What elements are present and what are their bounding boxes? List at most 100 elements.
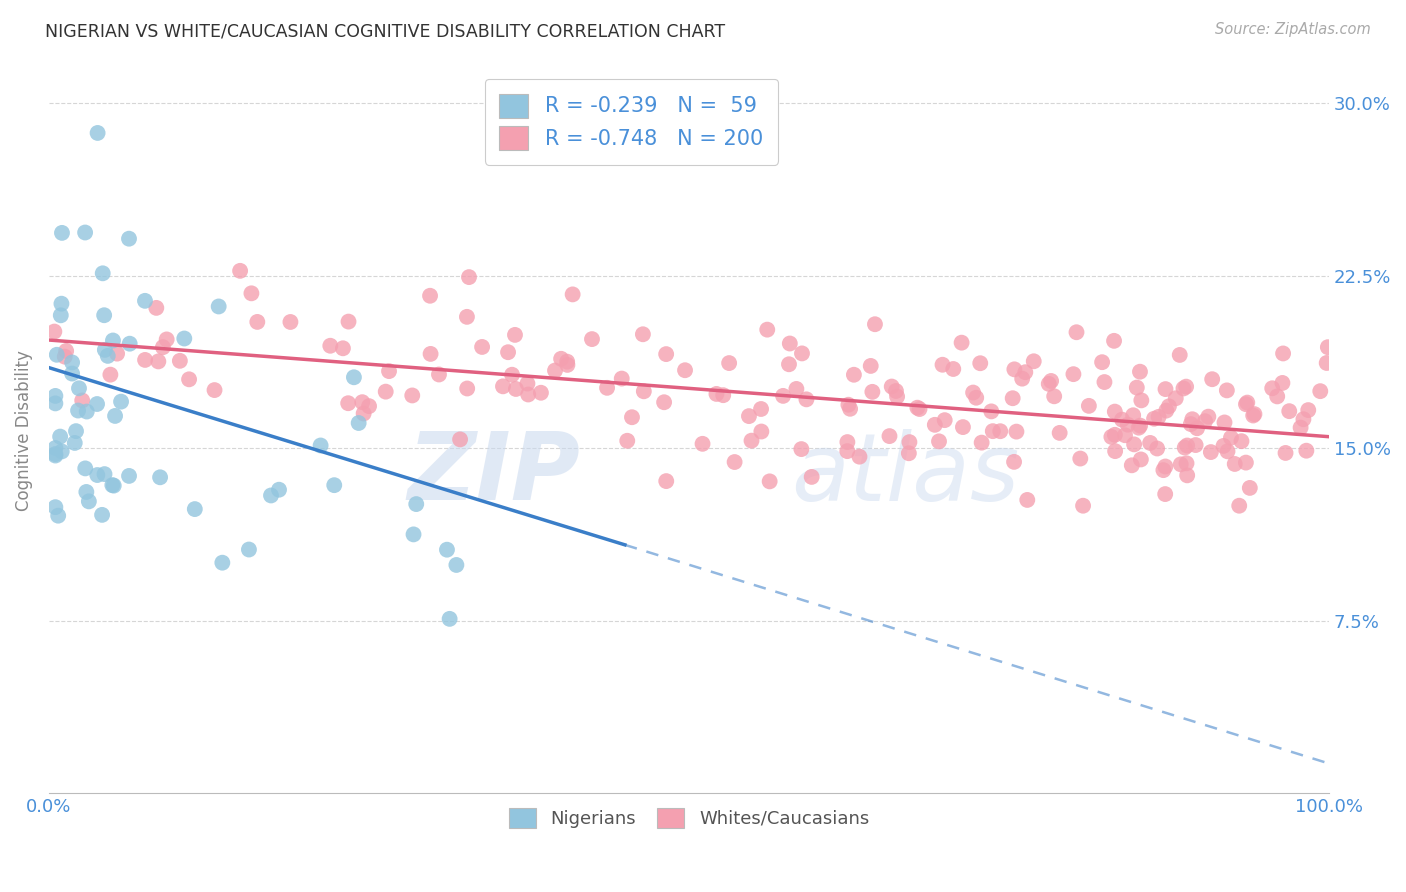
Point bbox=[718, 356, 741, 370]
Point bbox=[756, 323, 779, 337]
Point bbox=[848, 450, 870, 464]
Point bbox=[1146, 442, 1168, 456]
Point bbox=[91, 508, 114, 522]
Point bbox=[76, 404, 98, 418]
Point bbox=[1309, 384, 1331, 399]
Point bbox=[44, 396, 66, 410]
Point bbox=[1234, 456, 1257, 470]
Point bbox=[581, 332, 603, 346]
Point bbox=[785, 382, 807, 396]
Text: atlas: atlas bbox=[792, 429, 1019, 520]
Point bbox=[616, 434, 638, 448]
Point bbox=[319, 339, 342, 353]
Point bbox=[839, 401, 862, 416]
Point bbox=[94, 343, 117, 357]
Point bbox=[1216, 444, 1239, 458]
Point bbox=[49, 308, 72, 322]
Point bbox=[1199, 445, 1222, 459]
Point bbox=[1295, 443, 1317, 458]
Point bbox=[1001, 391, 1024, 405]
Point bbox=[86, 397, 108, 411]
Point bbox=[240, 286, 263, 301]
Point bbox=[886, 390, 908, 404]
Point bbox=[898, 435, 921, 450]
Point bbox=[655, 474, 678, 488]
Point bbox=[1099, 430, 1122, 444]
Point bbox=[118, 232, 141, 246]
Point bbox=[863, 317, 886, 331]
Point bbox=[1062, 367, 1084, 381]
Point bbox=[60, 367, 83, 381]
Point bbox=[1128, 420, 1150, 434]
Point bbox=[905, 401, 928, 415]
Point bbox=[723, 455, 745, 469]
Point bbox=[790, 442, 813, 456]
Point bbox=[70, 393, 93, 408]
Point bbox=[51, 444, 73, 458]
Point bbox=[1116, 417, 1139, 432]
Point bbox=[1296, 403, 1319, 417]
Point bbox=[63, 436, 86, 450]
Point bbox=[1066, 325, 1088, 339]
Point bbox=[796, 392, 818, 407]
Point bbox=[741, 434, 763, 448]
Point bbox=[1014, 365, 1036, 379]
Point bbox=[837, 435, 859, 450]
Point bbox=[749, 402, 772, 417]
Point bbox=[800, 470, 823, 484]
Point bbox=[1126, 381, 1149, 395]
Point bbox=[842, 368, 865, 382]
Point bbox=[673, 363, 696, 377]
Point bbox=[837, 398, 859, 412]
Point bbox=[53, 350, 76, 364]
Point bbox=[337, 315, 360, 329]
Point bbox=[1154, 382, 1177, 396]
Point bbox=[405, 497, 427, 511]
Point bbox=[655, 347, 678, 361]
Point bbox=[1143, 411, 1166, 425]
Point bbox=[1038, 376, 1060, 391]
Point bbox=[970, 435, 993, 450]
Point bbox=[211, 556, 233, 570]
Point bbox=[104, 409, 127, 423]
Point bbox=[280, 315, 302, 329]
Point bbox=[1213, 416, 1236, 430]
Point bbox=[1239, 481, 1261, 495]
Y-axis label: Cognitive Disability: Cognitive Disability bbox=[15, 351, 32, 511]
Point bbox=[374, 384, 396, 399]
Point bbox=[110, 394, 132, 409]
Point bbox=[44, 441, 66, 455]
Point bbox=[100, 368, 122, 382]
Point bbox=[148, 354, 170, 368]
Point bbox=[1185, 421, 1208, 435]
Point bbox=[928, 434, 950, 449]
Point bbox=[1212, 439, 1234, 453]
Point bbox=[347, 416, 370, 430]
Point bbox=[419, 347, 441, 361]
Point bbox=[1230, 434, 1253, 449]
Point bbox=[75, 226, 97, 240]
Point bbox=[516, 376, 538, 391]
Point bbox=[97, 349, 120, 363]
Point bbox=[1002, 455, 1025, 469]
Point bbox=[75, 461, 97, 475]
Point bbox=[44, 449, 66, 463]
Point bbox=[942, 362, 965, 376]
Point bbox=[1022, 354, 1045, 368]
Point bbox=[1114, 428, 1136, 442]
Point bbox=[610, 371, 633, 385]
Point bbox=[458, 270, 481, 285]
Text: ZIP: ZIP bbox=[408, 428, 581, 520]
Point bbox=[101, 334, 124, 348]
Point bbox=[101, 478, 124, 492]
Point bbox=[1017, 492, 1039, 507]
Point bbox=[1123, 437, 1146, 451]
Point bbox=[1174, 441, 1197, 455]
Point bbox=[1091, 355, 1114, 369]
Point bbox=[357, 399, 380, 413]
Text: NIGERIAN VS WHITE/CAUCASIAN COGNITIVE DISABILITY CORRELATION CHART: NIGERIAN VS WHITE/CAUCASIAN COGNITIVE DI… bbox=[45, 22, 725, 40]
Point bbox=[884, 384, 907, 398]
Point bbox=[860, 384, 883, 399]
Point bbox=[44, 500, 66, 515]
Point bbox=[343, 370, 366, 384]
